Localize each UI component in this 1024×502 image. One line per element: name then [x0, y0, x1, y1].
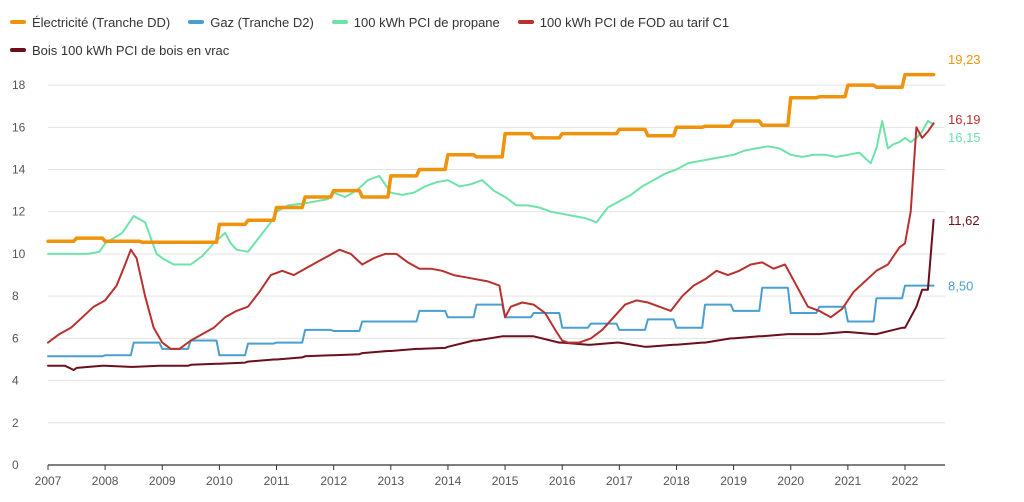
y-tick-label-12: 12 [12, 205, 26, 219]
x-tick-label-2009: 2009 [149, 474, 176, 488]
x-tick-label-2011: 2011 [264, 474, 290, 488]
y-tick-label-0: 0 [12, 458, 19, 472]
legend-label-bois: Bois 100 kWh PCI de bois en vrac [32, 42, 230, 58]
x-tick-label-2019: 2019 [720, 474, 747, 488]
legend-swatch-fod [517, 20, 534, 24]
x-tick-label-2022: 2022 [892, 474, 919, 488]
legend-item-bois[interactable]: Bois 100 kWh PCI de bois en vrac [10, 43, 229, 58]
x-tick-label-2014: 2014 [435, 474, 462, 488]
x-tick-label-2008: 2008 [92, 474, 119, 488]
y-tick-label-14: 14 [12, 163, 26, 177]
series-line-bois [47, 218, 935, 371]
y-tick-label-8: 8 [12, 289, 19, 303]
x-tick-label-2012: 2012 [320, 474, 347, 488]
x-tick-label-2013: 2013 [377, 474, 404, 488]
legend-label-propane: 100 kWh PCI de propane [353, 14, 500, 30]
x-tick-label-2010: 2010 [206, 474, 233, 488]
legend-label-electricite: Électricité (Tranche DD) [32, 14, 171, 30]
legend-swatch-gaz [188, 20, 205, 24]
x-tick-label-2017: 2017 [606, 474, 633, 488]
legend-item-electricite[interactable]: Électricité (Tranche DD) [10, 15, 170, 30]
x-tick-label-2015: 2015 [492, 474, 519, 488]
end-label-propane: 16,15 [948, 130, 981, 145]
y-tick-label-6: 6 [12, 331, 19, 345]
legend-label-gaz: Gaz (Tranche D2) [210, 14, 314, 30]
x-tick-label-2007: 2007 [35, 474, 62, 488]
legend-row-2: Bois 100 kWh PCI de bois en vrac [10, 36, 1010, 64]
y-tick-label-10: 10 [12, 247, 26, 261]
legend-item-fod[interactable]: 100 kWh PCI de FOD au tarif C1 [517, 14, 730, 30]
y-tick-label-4: 4 [12, 374, 19, 388]
legend-item-propane[interactable]: 100 kWh PCI de propane [331, 14, 500, 30]
legend-swatch-propane [331, 20, 348, 24]
legend-swatch-bois [10, 48, 26, 52]
x-tick-label-2021: 2021 [835, 474, 862, 488]
end-label-fod: 16,19 [948, 112, 981, 127]
legend-item-gaz[interactable]: Gaz (Tranche D2) [188, 15, 314, 30]
x-tick-label-2018: 2018 [663, 474, 690, 488]
end-label-gaz: 8,50 [948, 279, 973, 294]
legend-swatch-electricite [10, 20, 26, 24]
y-tick-label-18: 18 [12, 78, 26, 92]
series-line-fod [47, 122, 935, 350]
x-tick-label-2020: 2020 [777, 474, 804, 488]
y-tick-label-16: 16 [12, 120, 26, 134]
y-tick-label-2: 2 [12, 416, 19, 430]
legend: Électricité (Tranche DD) Gaz (Tranche D2… [10, 8, 1010, 64]
series-line-propane [47, 120, 935, 266]
legend-label-fod: 100 kWh PCI de FOD au tarif C1 [539, 14, 730, 30]
legend-row-1: Électricité (Tranche DD) Gaz (Tranche D2… [10, 8, 1010, 36]
x-tick-label-2016: 2016 [549, 474, 576, 488]
end-label-electricite: 19,23 [948, 52, 981, 67]
series-line-electricite [46, 72, 936, 245]
end-label-bois: 11,62 [948, 213, 980, 228]
